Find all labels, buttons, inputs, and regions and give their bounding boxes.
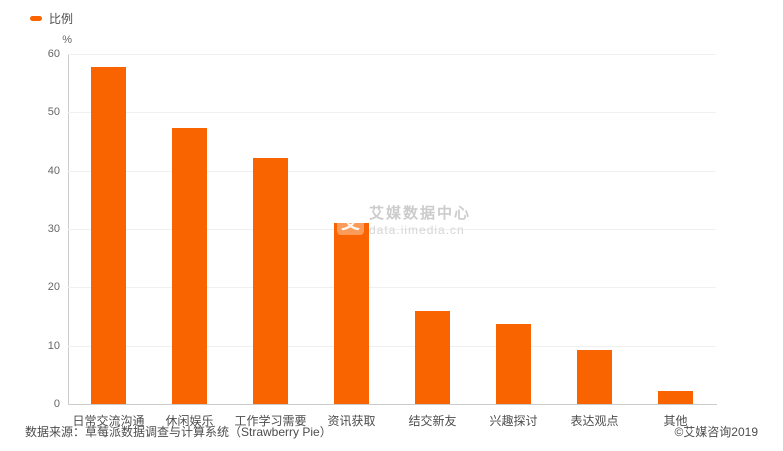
- y-axis-unit-label: %: [62, 34, 72, 46]
- y-tick-label: 0: [53, 398, 60, 410]
- bar-7: [577, 350, 612, 404]
- x-axis-label: 资讯获取: [327, 414, 376, 428]
- data-source-note: 数据来源：草莓派数据调查与计算系统（Strawberry Pie）: [25, 425, 332, 439]
- legend-label: 比例: [49, 12, 74, 26]
- bar-6: [496, 323, 531, 404]
- y-tick-label: 50: [47, 106, 60, 119]
- x-axis-label: 日常交流沟通: [72, 414, 145, 428]
- x-axis-label: 休闲娱乐: [165, 414, 214, 428]
- gridline: [68, 229, 716, 230]
- gridline: [68, 112, 716, 114]
- y-tick-label: 10: [47, 339, 60, 352]
- copyright-note: ©艾媒咨询2019: [674, 425, 758, 439]
- gridline: [68, 345, 716, 347]
- bar-1: [91, 66, 126, 404]
- x-axis-label: 结交新友: [408, 414, 457, 428]
- legend-item-ratio[interactable]: 比例: [30, 10, 73, 27]
- bar-2: [172, 127, 207, 404]
- x-axis-label: 其他: [663, 414, 688, 428]
- y-tick-label: 30: [47, 223, 60, 235]
- x-axis-label: 表达观点: [570, 414, 619, 428]
- x-axis-label: 兴趣探讨: [489, 414, 538, 428]
- bar-5: [415, 310, 450, 404]
- plot-area: 日常交流沟通 休闲娱乐 工作学习需要 资讯获取 结交新友 兴趣探讨 表达观点 其他: [68, 54, 716, 428]
- bar-3: [253, 157, 288, 404]
- gridline: [68, 54, 716, 55]
- y-tick-label: 20: [47, 281, 60, 294]
- gridline: [68, 287, 716, 289]
- y-tick-label: 60: [47, 48, 60, 60]
- gridline: [68, 170, 716, 172]
- y-tick-label: 40: [47, 164, 60, 177]
- x-axis-line: [68, 404, 717, 405]
- x-axis-label: 工作学习需要: [234, 414, 307, 428]
- bar-8: [658, 390, 693, 404]
- bar-4: [334, 223, 369, 404]
- legend-swatch-icon: [30, 16, 42, 21]
